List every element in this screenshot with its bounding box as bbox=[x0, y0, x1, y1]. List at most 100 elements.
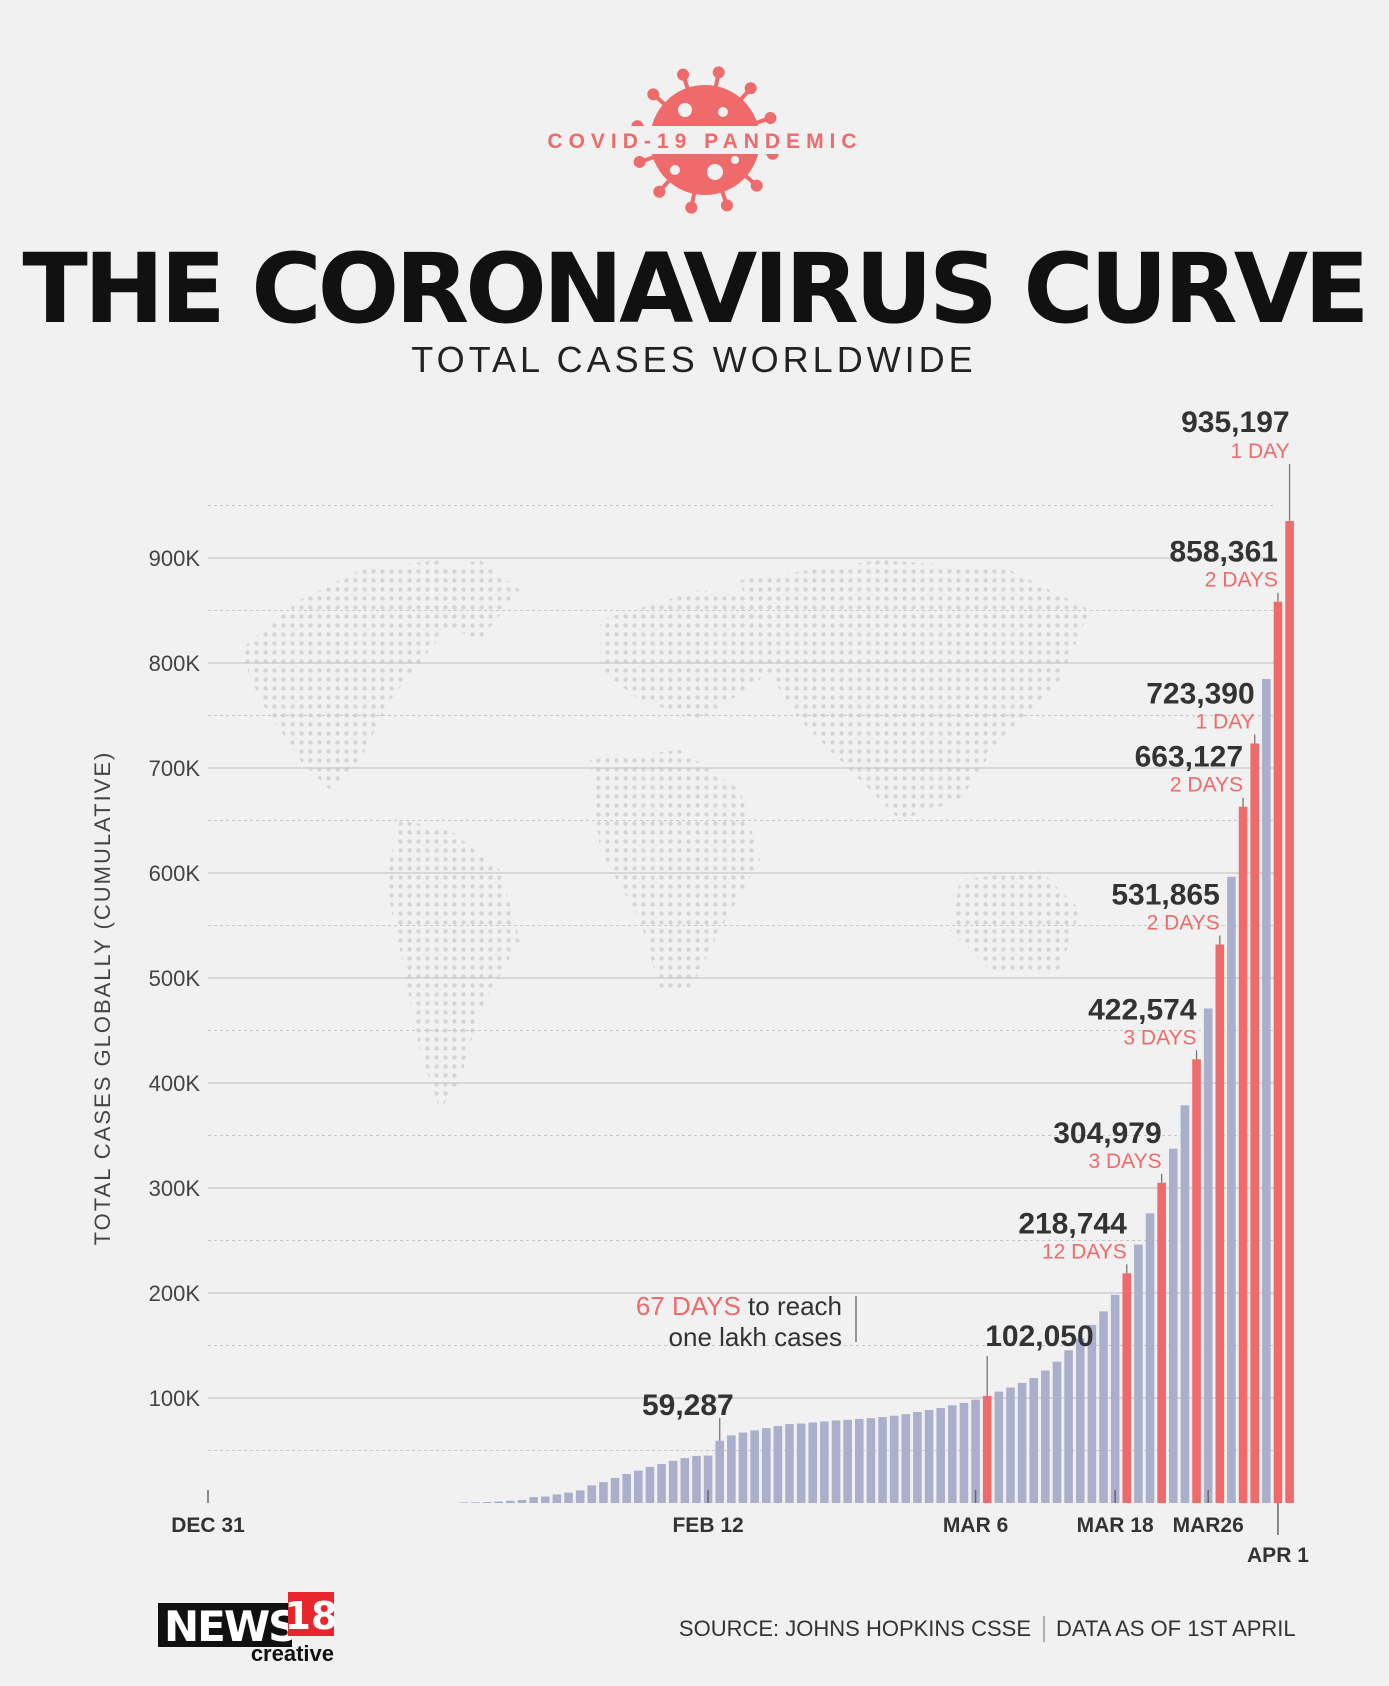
annotation-67-days: 67 DAYS to reach one lakh cases bbox=[636, 1291, 857, 1352]
bar bbox=[1168, 1148, 1178, 1503]
bar bbox=[494, 1501, 504, 1503]
bar bbox=[1203, 1008, 1213, 1503]
bar bbox=[540, 1496, 550, 1503]
bar bbox=[668, 1460, 678, 1503]
callout-value: 723,390 bbox=[1146, 677, 1254, 710]
callout-value: 218,744 bbox=[1018, 1207, 1127, 1240]
bar bbox=[878, 1417, 887, 1503]
callout-value: 858,361 bbox=[1170, 536, 1278, 569]
bar bbox=[564, 1492, 573, 1503]
bar bbox=[831, 1420, 841, 1503]
bar bbox=[622, 1473, 631, 1503]
bar bbox=[1262, 678, 1271, 1503]
bar bbox=[843, 1419, 852, 1503]
virus-spot bbox=[707, 164, 723, 180]
bar bbox=[1192, 1059, 1201, 1503]
bar bbox=[1064, 1350, 1073, 1503]
y-tick-label: 600K bbox=[149, 861, 201, 886]
bar bbox=[820, 1421, 829, 1503]
callout-value: 59,287 bbox=[642, 1389, 734, 1422]
bar bbox=[750, 1430, 759, 1503]
annotation-highlight: 67 DAYS bbox=[636, 1291, 741, 1321]
virus-spike-tip bbox=[750, 179, 763, 192]
annotation-line1: to reach bbox=[741, 1291, 842, 1321]
x-tick-label: MAR26 bbox=[1173, 1514, 1244, 1537]
bar bbox=[657, 1464, 666, 1503]
callout-value: 531,865 bbox=[1111, 879, 1219, 912]
bar bbox=[948, 1405, 957, 1503]
virus-label-band bbox=[590, 126, 820, 154]
callout-days: 2 DAYS bbox=[1170, 774, 1243, 797]
virus-spike-tip bbox=[712, 66, 725, 79]
virus-spike-tip bbox=[647, 88, 660, 101]
bar bbox=[692, 1455, 701, 1503]
data-date-text: DATA AS OF 1ST APRIL bbox=[1056, 1616, 1296, 1641]
bar bbox=[866, 1418, 876, 1503]
annotation-line2: one lakh cases bbox=[669, 1322, 842, 1352]
bar bbox=[645, 1466, 655, 1503]
bar bbox=[680, 1458, 690, 1503]
callout-days: 3 DAYS bbox=[1123, 1026, 1196, 1049]
virus-spike-tip bbox=[677, 68, 690, 81]
bar bbox=[1285, 521, 1294, 1503]
callout-value: 663,127 bbox=[1135, 741, 1243, 774]
bar bbox=[1180, 1105, 1190, 1503]
bar bbox=[936, 1408, 945, 1503]
y-tick-label: 500K bbox=[149, 966, 201, 991]
x-tick-label: MAR 6 bbox=[943, 1514, 1008, 1537]
virus-spike-tip bbox=[764, 112, 777, 125]
bar bbox=[1134, 1244, 1143, 1503]
bar bbox=[796, 1423, 806, 1503]
bar bbox=[1052, 1361, 1062, 1503]
callout-days: 2 DAYS bbox=[1205, 569, 1278, 592]
bar bbox=[924, 1409, 934, 1503]
bar bbox=[761, 1428, 771, 1503]
virus-spot bbox=[678, 103, 692, 117]
bar bbox=[854, 1418, 864, 1503]
logo-main: NEWS bbox=[164, 1602, 296, 1651]
bar bbox=[1238, 806, 1248, 1503]
bar bbox=[1145, 1213, 1155, 1503]
x-tick-label: MAR 18 bbox=[1077, 1514, 1154, 1537]
bar bbox=[459, 1502, 469, 1503]
bar bbox=[703, 1455, 713, 1503]
bar bbox=[808, 1422, 818, 1503]
bar bbox=[1122, 1273, 1132, 1503]
y-tick-label: 200K bbox=[149, 1281, 201, 1306]
bar bbox=[959, 1402, 969, 1503]
bar bbox=[1227, 876, 1236, 1503]
bar bbox=[738, 1432, 748, 1503]
callout-days: 1 DAY bbox=[1196, 710, 1255, 733]
bar bbox=[1157, 1182, 1166, 1503]
bar bbox=[1017, 1382, 1027, 1503]
virus-spot bbox=[731, 156, 739, 164]
callout-value: 422,574 bbox=[1088, 993, 1197, 1026]
page-title: THE CORONAVIRUS CURVE bbox=[22, 233, 1365, 345]
callout-value: 304,979 bbox=[1053, 1117, 1161, 1150]
callout-days: 1 DAY bbox=[1230, 440, 1289, 463]
bar bbox=[727, 1435, 736, 1503]
bar bbox=[517, 1499, 527, 1503]
bar bbox=[1029, 1378, 1039, 1503]
bar bbox=[1215, 944, 1225, 1503]
virus-spike-tip bbox=[720, 199, 733, 212]
source-text: SOURCE: JOHNS HOPKINS CSSE bbox=[679, 1616, 1031, 1641]
logo-sub: creative bbox=[251, 1641, 334, 1666]
bar bbox=[773, 1426, 783, 1503]
bar bbox=[785, 1424, 794, 1503]
bar bbox=[1099, 1311, 1108, 1503]
bar bbox=[610, 1477, 620, 1503]
bar bbox=[634, 1470, 643, 1503]
callout-days: 12 DAYS bbox=[1042, 1240, 1127, 1263]
callout-value: 935,197 bbox=[1181, 406, 1289, 439]
callout-days: 3 DAYS bbox=[1089, 1150, 1162, 1173]
x-tick-label: APR 1 bbox=[1247, 1544, 1309, 1567]
page-subtitle: TOTAL CASES WORLDWIDE bbox=[411, 339, 976, 380]
bar bbox=[529, 1497, 538, 1503]
bar bbox=[575, 1490, 585, 1503]
world-map-background bbox=[240, 560, 1090, 1110]
bar bbox=[471, 1502, 480, 1503]
bar bbox=[994, 1391, 1004, 1503]
virus-spike-tip bbox=[744, 82, 757, 95]
